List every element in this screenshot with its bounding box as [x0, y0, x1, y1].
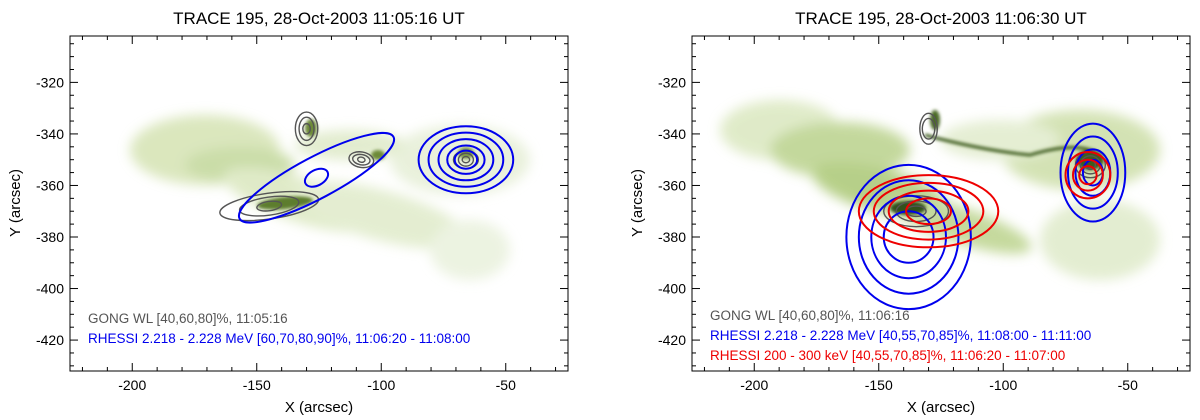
left-contour-series0-source0-level2: [256, 200, 283, 212]
right-ytick-label: -340: [658, 126, 686, 142]
left-contour-series1-source1-level0: [237, 131, 396, 224]
right-contour-series2-source1-level0: [1064, 150, 1112, 200]
right-contour-series1-source0-level2: [870, 194, 947, 280]
left-trace-image: [70, 36, 568, 371]
right-axes: -200 -150 -100 -50 -320 -340 -360 -380 -400 -420: [658, 36, 1190, 393]
right-panel-title: TRACE 195, 28-Oct-2003 11:06:30 UT: [795, 9, 1087, 28]
right-contour-series1-source0-level3: [882, 210, 935, 264]
right-trace-image: [692, 36, 1190, 371]
right-contour-series1-source0-level1: [857, 179, 960, 295]
right-legend-rhessi-kev: RHESSI 200 - 300 keV [40,55,70,85]%, 11:…: [710, 348, 1065, 363]
left-xtick-label: -100: [367, 377, 395, 393]
right-plot-frame: [691, 35, 1191, 372]
left-contour-series1-source0-level2: [437, 138, 495, 182]
left-contour-series0-source3-level2: [461, 155, 471, 164]
left-xtick-label: -200: [118, 377, 146, 393]
left-legend-rhessi-mev: RHESSI 2.218 - 2.228 MeV [60,70,80,90]%,…: [88, 331, 470, 346]
right-legend-gong: GONG WL [40,60,80]%, 11:06:16: [710, 308, 910, 323]
left-ytick-label: -320: [36, 74, 64, 90]
right-xtick-label: -50: [1118, 377, 1138, 393]
right-ytick-label: -320: [658, 74, 686, 90]
right-xtick-label: -200: [740, 377, 768, 393]
left-ylabel: Y (arcsec): [7, 169, 24, 237]
left-ytick-label: -380: [36, 229, 64, 245]
right-contour-series2-source1-level2: [1078, 165, 1098, 186]
right-ytick-label: -420: [658, 332, 686, 348]
left-contour-series1-source0-level0: [417, 125, 515, 195]
left-contour-series0-source2-level2: [356, 156, 366, 164]
left-contour-series1-source0-level3: [446, 144, 486, 175]
left-contour-series0-source1-level1: [298, 116, 315, 142]
right-xtick-label: -100: [989, 377, 1017, 393]
right-contour-series1-source0-level0: [845, 163, 972, 311]
left-ytick-label: -420: [36, 332, 64, 348]
right-contour-series2-source0-level2: [887, 189, 970, 233]
left-panel: TRACE 195, 28-Oct-2003 11:05:16 UT -200-…: [7, 9, 569, 416]
left-xlabel: X (arcsec): [285, 399, 353, 416]
left-xtick-label: -150: [243, 377, 271, 393]
right-xlabel: X (arcsec): [907, 399, 975, 416]
right-contour-series2-source0-level0: [857, 174, 1000, 249]
right-contour-series0-source1-level1: [921, 117, 936, 140]
left-contour-series0-source2-level0: [348, 151, 375, 169]
right-contour-series0-source1-level0: [919, 112, 938, 145]
left-contour-series1-source1-level1: [303, 167, 330, 188]
right-contour-series2-source1-level1: [1071, 158, 1104, 192]
left-contour-series0-source3-level1: [457, 152, 475, 167]
right-contour-series2-source0-level1: [872, 181, 985, 241]
right-ytick-label: -360: [658, 177, 686, 193]
left-xtick-label: -50: [496, 377, 516, 393]
right-contour-series2-source0-level3: [905, 197, 952, 226]
left-contour-series0-source2-level1: [352, 153, 371, 166]
right-legend-rhessi-mev: RHESSI 2.218 - 2.228 MeV [40,55,70,85]%,…: [710, 328, 1091, 343]
right-contours: [845, 112, 1127, 311]
right-contour-series1-source1-level1: [1066, 135, 1119, 210]
left-contour-series1-source0-level1: [427, 131, 505, 188]
right-ytick-label: -400: [658, 281, 686, 297]
left-panel-title: TRACE 195, 28-Oct-2003 11:05:16 UT: [173, 9, 465, 28]
left-contour-series1-source0-level4: [453, 149, 479, 170]
left-plot-frame: [69, 35, 569, 372]
right-contour-series1-source1-level0: [1059, 122, 1127, 223]
right-xtick-label: -150: [865, 377, 893, 393]
left-contour-series0-source1-level2: [302, 122, 311, 135]
left-contours: [219, 111, 515, 224]
left-axes: -200 -150 -100 -50 -320 -340 -360 -380 -400 -420: [36, 36, 568, 393]
left-ytick-label: -400: [36, 281, 64, 297]
right-panel: TRACE 195, 28-Oct-2003 11:06:30 UT -200-…: [629, 9, 1191, 416]
left-ytick-label: -340: [36, 126, 64, 142]
right-ytick-label: -380: [658, 229, 686, 245]
left-contour-series0-source1-level0: [294, 111, 319, 147]
right-ylabel: Y (arcsec): [629, 169, 646, 237]
left-legend-gong: GONG WL [40,60,80]%, 11:05:16: [88, 311, 288, 326]
left-ytick-label: -360: [36, 177, 64, 193]
